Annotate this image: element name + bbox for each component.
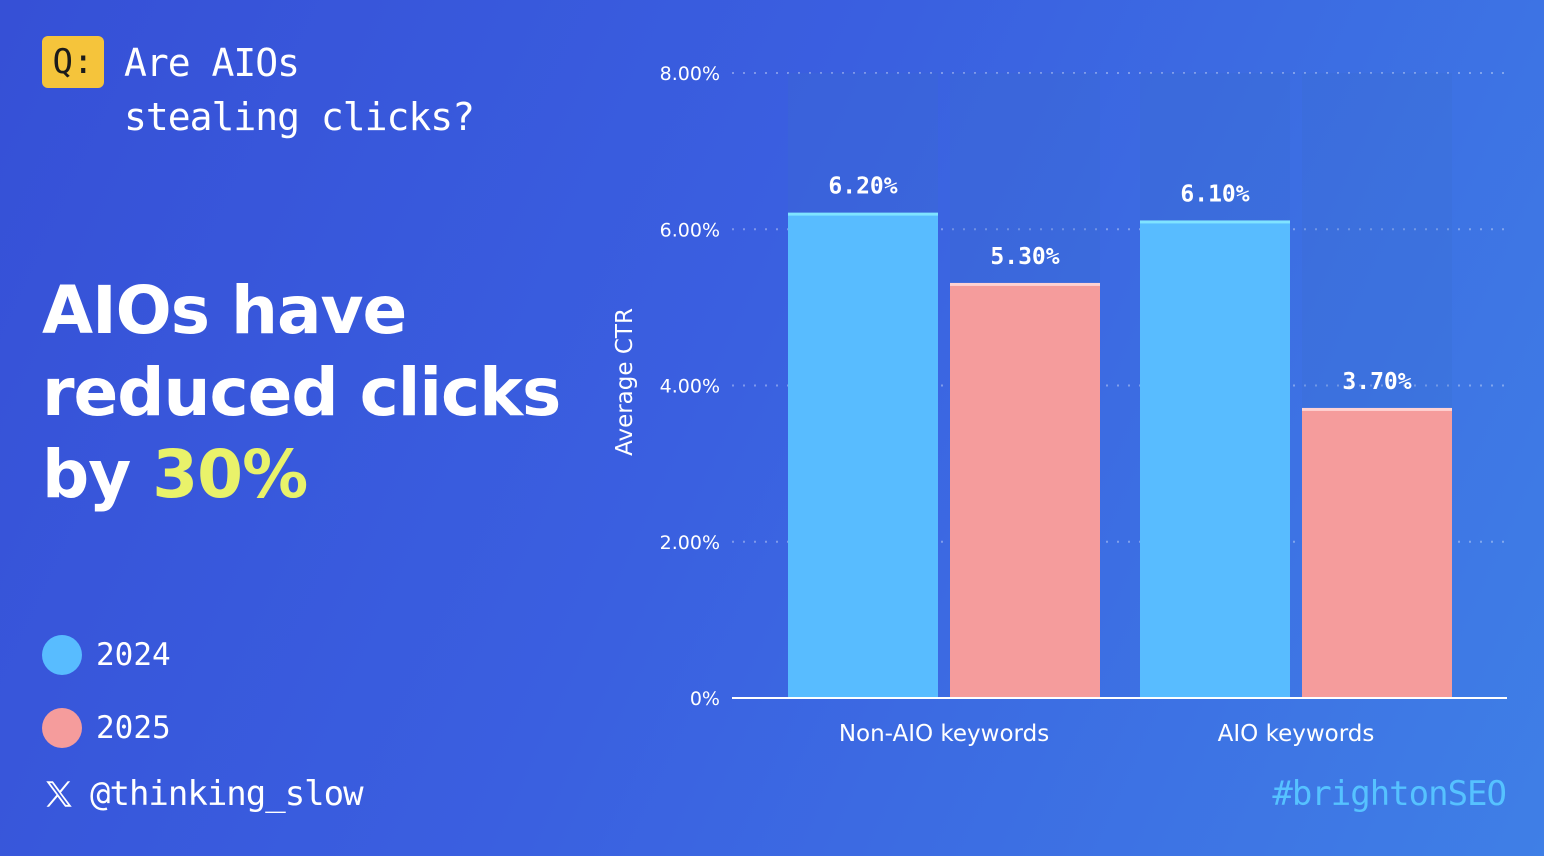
legend-swatch-2025 (42, 708, 82, 748)
y-tick-label: 0% (690, 688, 720, 710)
headline: AIOs have reduced clicks by 30% (42, 270, 582, 516)
legend-item-2025: 2025 (42, 705, 171, 751)
hashtag: #brightonSEO (1272, 774, 1507, 814)
value-label: 3.70% (1342, 369, 1411, 395)
value-labels: 6.20% 5.30% 6.10% 3.70% (828, 174, 1411, 395)
handle-text: @thinking_slow (90, 774, 364, 814)
value-label: 6.10% (1180, 181, 1249, 207)
bar-top-edge (1140, 220, 1290, 224)
y-tick-label: 6.00% (660, 219, 720, 241)
x-category-label: AIO keywords (1218, 721, 1375, 747)
y-axis-label: Average CTR (612, 308, 638, 456)
value-label: 5.30% (990, 244, 1059, 270)
bar-top-edge (950, 282, 1100, 286)
y-ticks: 0% 2.00% 4.00% 6.00% 8.00% (660, 63, 720, 710)
y-tick-label: 4.00% (660, 376, 720, 398)
y-tick-label: 2.00% (660, 532, 720, 554)
bar-2025-1 (1302, 408, 1452, 698)
headline-prefix: AIOs have reduced clicks by (42, 272, 561, 513)
bar-2024-1 (1140, 221, 1290, 698)
legend-label-2024: 2024 (96, 637, 171, 673)
legend-swatch-2024 (42, 635, 82, 675)
bar-top-edge (1302, 407, 1452, 411)
value-label: 6.20% (828, 174, 897, 200)
x-category-label: Non-AIO keywords (839, 721, 1049, 747)
y-tick-label: 8.00% (660, 63, 720, 85)
legend-item-2024: 2024 (42, 632, 171, 678)
x-categories: Non-AIO keywords AIO keywords (839, 721, 1375, 747)
bar-2025-0 (950, 283, 1100, 698)
question-badge: Q: (42, 36, 104, 88)
question-text: Are AIOs stealing clicks? (124, 41, 475, 139)
headline-highlight: 30% (152, 436, 308, 513)
legend-label-2025: 2025 (96, 710, 171, 746)
bar-2024-0 (788, 213, 938, 698)
bars (788, 212, 1452, 698)
legend: 2024 2025 (42, 632, 171, 778)
bar-top-edge (788, 212, 938, 216)
social-handle[interactable]: @thinking_slow (42, 774, 364, 814)
x-logo-icon (46, 781, 72, 807)
